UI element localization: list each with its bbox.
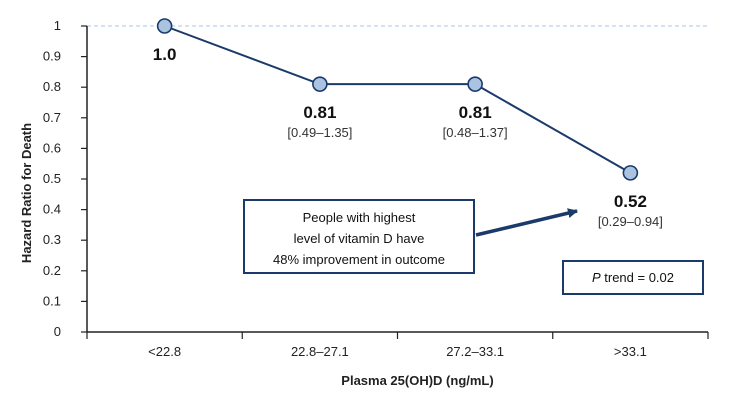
- value-label: 1.0: [153, 45, 177, 64]
- p-trend-box: P trend = 0.02: [562, 260, 704, 295]
- ci-label: [0.49–1.35]: [287, 125, 352, 140]
- annotation-line-2: level of vitamin D have: [294, 231, 425, 246]
- annotation-box: [243, 199, 475, 274]
- series-line: [164, 25, 631, 174]
- x-tick-label: <22.8: [148, 344, 181, 359]
- y-tick-label: 0.7: [43, 110, 61, 125]
- data-labels: 1.0 0.81 [0.49–1.35] 0.81 [0.48–1.37] 0.52 [0.…: [153, 45, 663, 229]
- x-tick-label: >33.1: [614, 344, 647, 359]
- x-tick-label: 27.2–33.1: [446, 344, 504, 359]
- value-label: 0.81: [459, 103, 492, 122]
- y-axis-title: Hazard Ratio for Death: [19, 123, 34, 263]
- p-trend-text: P trend = 0.02: [592, 270, 674, 285]
- p-trend-frame: [562, 260, 704, 295]
- x-axis-title: Plasma 25(OH)D (ng/mL): [341, 373, 493, 388]
- value-label: 0.81: [303, 103, 336, 122]
- ci-label: [0.48–1.37]: [443, 125, 508, 140]
- y-tick-label: 0.6: [43, 140, 61, 155]
- y-tick-label: 0.1: [43, 293, 61, 308]
- data-point: [156, 18, 173, 34]
- data-point: [467, 76, 483, 92]
- y-tick-label: 1: [54, 18, 61, 33]
- annotation-arrow: [475, 208, 578, 237]
- p-trend-italic: P: [592, 270, 601, 285]
- y-tick-label: 0: [54, 324, 61, 339]
- x-tick-label: 22.8–27.1: [291, 344, 349, 359]
- y-tick-label: 0.5: [43, 171, 61, 186]
- axes: 0 0.1 0.2 0.3 0.4 0.5 0.6 0.7 0.8 0.9 1 <22.8 22.8–2…: [19, 18, 709, 388]
- y-tick-label: 0.8: [43, 79, 61, 94]
- p-trend-value: trend = 0.02: [601, 270, 674, 285]
- y-tick-label: 0.4: [43, 202, 61, 217]
- annotation-line-1: People with highest: [303, 210, 416, 225]
- y-tick-label: 0.2: [43, 263, 61, 278]
- value-label: 0.52: [614, 192, 647, 211]
- annotation: People with highest level of vitamin D h…: [243, 199, 578, 274]
- annotation-line-3: 48% improvement in outcome: [273, 252, 445, 267]
- data-point: [622, 165, 639, 181]
- y-tick-label: 0.3: [43, 232, 61, 247]
- data-point: [312, 76, 328, 92]
- ci-label: [0.29–0.94]: [598, 214, 663, 229]
- data-series: [156, 18, 639, 181]
- y-tick-label: 0.9: [43, 49, 61, 64]
